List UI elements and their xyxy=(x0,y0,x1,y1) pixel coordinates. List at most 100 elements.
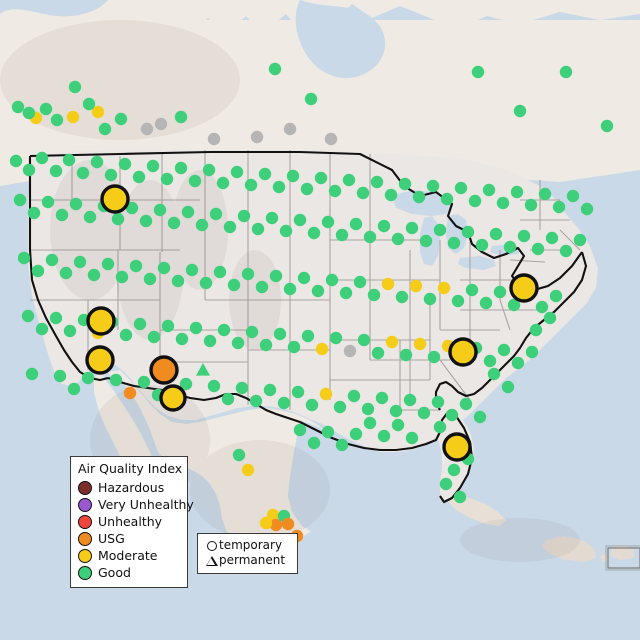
station-marker xyxy=(600,119,614,133)
station-marker xyxy=(297,271,311,285)
station-marker xyxy=(123,386,137,400)
legend-label-permanent: permanent xyxy=(219,553,286,567)
station-marker xyxy=(35,151,49,165)
highlighted-station-marker[interactable] xyxy=(159,384,187,412)
legend-item-hazardous[interactable]: Hazardous xyxy=(78,479,180,496)
legend-item-usg[interactable]: USG xyxy=(78,530,180,547)
station-marker xyxy=(9,154,23,168)
station-marker xyxy=(101,257,115,271)
station-marker xyxy=(62,153,76,167)
station-marker xyxy=(573,233,587,247)
legend-item-unhealthy[interactable]: Unhealthy xyxy=(78,513,180,530)
permanent-station-marker[interactable] xyxy=(196,363,210,376)
station-marker xyxy=(83,210,97,224)
station-marker xyxy=(109,373,123,387)
station-marker xyxy=(543,311,557,325)
station-marker xyxy=(501,380,515,394)
station-marker xyxy=(45,253,59,267)
station-marker xyxy=(307,226,321,240)
highlighted-station-marker[interactable] xyxy=(100,184,130,214)
station-marker xyxy=(293,213,307,227)
station-marker xyxy=(174,161,188,175)
station-marker xyxy=(90,155,104,169)
station-marker xyxy=(259,338,273,352)
legend-item-moderate[interactable]: Moderate xyxy=(78,547,180,564)
station-marker xyxy=(507,298,521,312)
station-marker xyxy=(137,375,151,389)
legend-item-permanent[interactable]: permanent xyxy=(204,553,291,568)
station-marker xyxy=(59,266,73,280)
station-marker xyxy=(255,280,269,294)
station-marker xyxy=(468,194,482,208)
highlighted-station-marker[interactable] xyxy=(442,432,472,462)
station-marker xyxy=(217,323,231,337)
swatch-unhealthy-icon xyxy=(78,514,92,529)
station-marker xyxy=(41,195,55,209)
station-marker xyxy=(286,169,300,183)
legend-item-very-unhealthy[interactable]: Very Unhealthy xyxy=(78,496,194,513)
station-type-legend[interactable]: temporary permanent xyxy=(197,533,298,574)
highlighted-station-marker[interactable] xyxy=(86,306,116,336)
station-marker xyxy=(249,394,263,408)
station-marker xyxy=(529,323,543,337)
station-marker xyxy=(227,278,241,292)
station-marker xyxy=(269,269,283,283)
station-marker xyxy=(189,321,203,335)
station-marker xyxy=(269,518,283,532)
station-marker xyxy=(237,209,251,223)
cuba-island xyxy=(448,496,506,526)
station-marker xyxy=(363,416,377,430)
station-marker xyxy=(179,377,193,391)
station-marker xyxy=(524,198,538,212)
station-marker xyxy=(195,218,209,232)
highlighted-station-marker[interactable] xyxy=(149,355,179,385)
station-marker xyxy=(335,228,349,242)
legend-item-good[interactable]: Good xyxy=(78,564,180,581)
swatch-very-unhealthy-icon xyxy=(78,497,92,512)
arctic-water-nw xyxy=(0,0,108,17)
station-marker xyxy=(66,110,80,124)
station-marker xyxy=(49,311,63,325)
station-marker xyxy=(361,402,375,416)
station-marker xyxy=(115,270,129,284)
station-marker xyxy=(559,244,573,258)
puerto-rico-island xyxy=(610,546,634,560)
station-marker xyxy=(209,207,223,221)
station-marker xyxy=(479,296,493,310)
station-marker xyxy=(245,325,259,339)
station-marker xyxy=(531,242,545,256)
station-marker xyxy=(291,385,305,399)
highlighted-station-marker[interactable] xyxy=(448,337,478,367)
station-marker xyxy=(22,106,36,120)
station-marker xyxy=(445,408,459,422)
station-marker xyxy=(451,294,465,308)
station-marker xyxy=(439,477,453,491)
mexico-landmass xyxy=(108,370,344,552)
highlighted-station-marker[interactable] xyxy=(85,345,115,375)
station-marker xyxy=(232,448,246,462)
station-marker xyxy=(493,285,507,299)
station-marker xyxy=(405,221,419,235)
station-marker xyxy=(171,274,185,288)
station-marker xyxy=(465,283,479,297)
station-marker xyxy=(431,395,445,409)
station-marker xyxy=(391,418,405,432)
aqi-legend[interactable]: Air Quality Index Hazardous Very Unhealt… xyxy=(70,456,194,588)
station-marker xyxy=(133,317,147,331)
station-marker xyxy=(440,192,454,206)
station-marker xyxy=(266,508,280,522)
station-marker xyxy=(53,369,67,383)
station-marker xyxy=(381,277,395,291)
highlighted-station-markers[interactable] xyxy=(85,184,539,462)
highlighted-station-marker[interactable] xyxy=(509,273,539,303)
station-marker xyxy=(223,220,237,234)
station-marker xyxy=(385,335,399,349)
legend-item-temporary[interactable]: temporary xyxy=(204,538,291,553)
station-marker xyxy=(216,176,230,190)
station-marker xyxy=(447,236,461,250)
station-marker xyxy=(423,292,437,306)
station-marker xyxy=(69,197,83,211)
station-marker xyxy=(511,356,525,370)
station-marker xyxy=(230,165,244,179)
